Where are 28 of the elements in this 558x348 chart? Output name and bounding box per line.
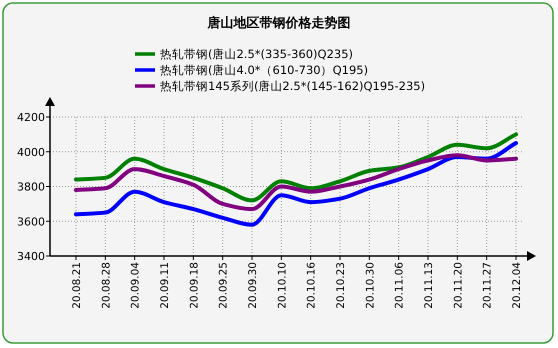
chart-title: 唐山地区带钢价格走势图	[206, 15, 350, 31]
legend-label: 热轧带钢145系列(唐山2.5*(145-162)Q195-235)	[160, 79, 426, 93]
x-tick-label: 20.11.06	[394, 262, 406, 309]
legend-label: 热轧带钢(唐山4.0*（610-730）Q195)	[160, 63, 368, 77]
y-tick-label: 3600	[17, 215, 45, 228]
x-tick-label: 20.09.11	[159, 262, 171, 309]
line-series	[74, 141, 518, 227]
x-tick-label: 20.11.27	[482, 262, 494, 309]
x-tick-label: 20.08.21	[71, 262, 83, 309]
x-tick-label: 20.11.13	[423, 262, 435, 309]
x-tick-label: 20.09.30	[247, 262, 259, 309]
x-tick-label: 20.09.25	[218, 262, 230, 309]
x-tick-label: 20.10.16	[306, 262, 318, 309]
y-tick-label: 4000	[17, 146, 45, 159]
y-tick-label: 3400	[17, 250, 45, 263]
x-tick-label: 20.12.04	[511, 262, 523, 309]
x-tick-label: 20.11.20	[452, 262, 464, 309]
line-series	[74, 153, 518, 212]
line-series	[74, 132, 518, 202]
x-tick-label: 20.08.28	[100, 262, 112, 309]
legend-label: 热轧带钢(唐山2.5*(335-360)Q235)	[160, 47, 354, 61]
x-tick-label: 20.09.18	[188, 262, 200, 309]
x-tick-label: 20.10.30	[364, 262, 376, 309]
y-tick-label: 3800	[17, 180, 45, 194]
y-tick-label: 4200	[17, 111, 45, 124]
x-tick-label: 20.10.23	[335, 262, 347, 309]
x-tick-label: 20.10.10	[276, 262, 288, 309]
x-tick-label: 20.09.04	[130, 262, 142, 309]
